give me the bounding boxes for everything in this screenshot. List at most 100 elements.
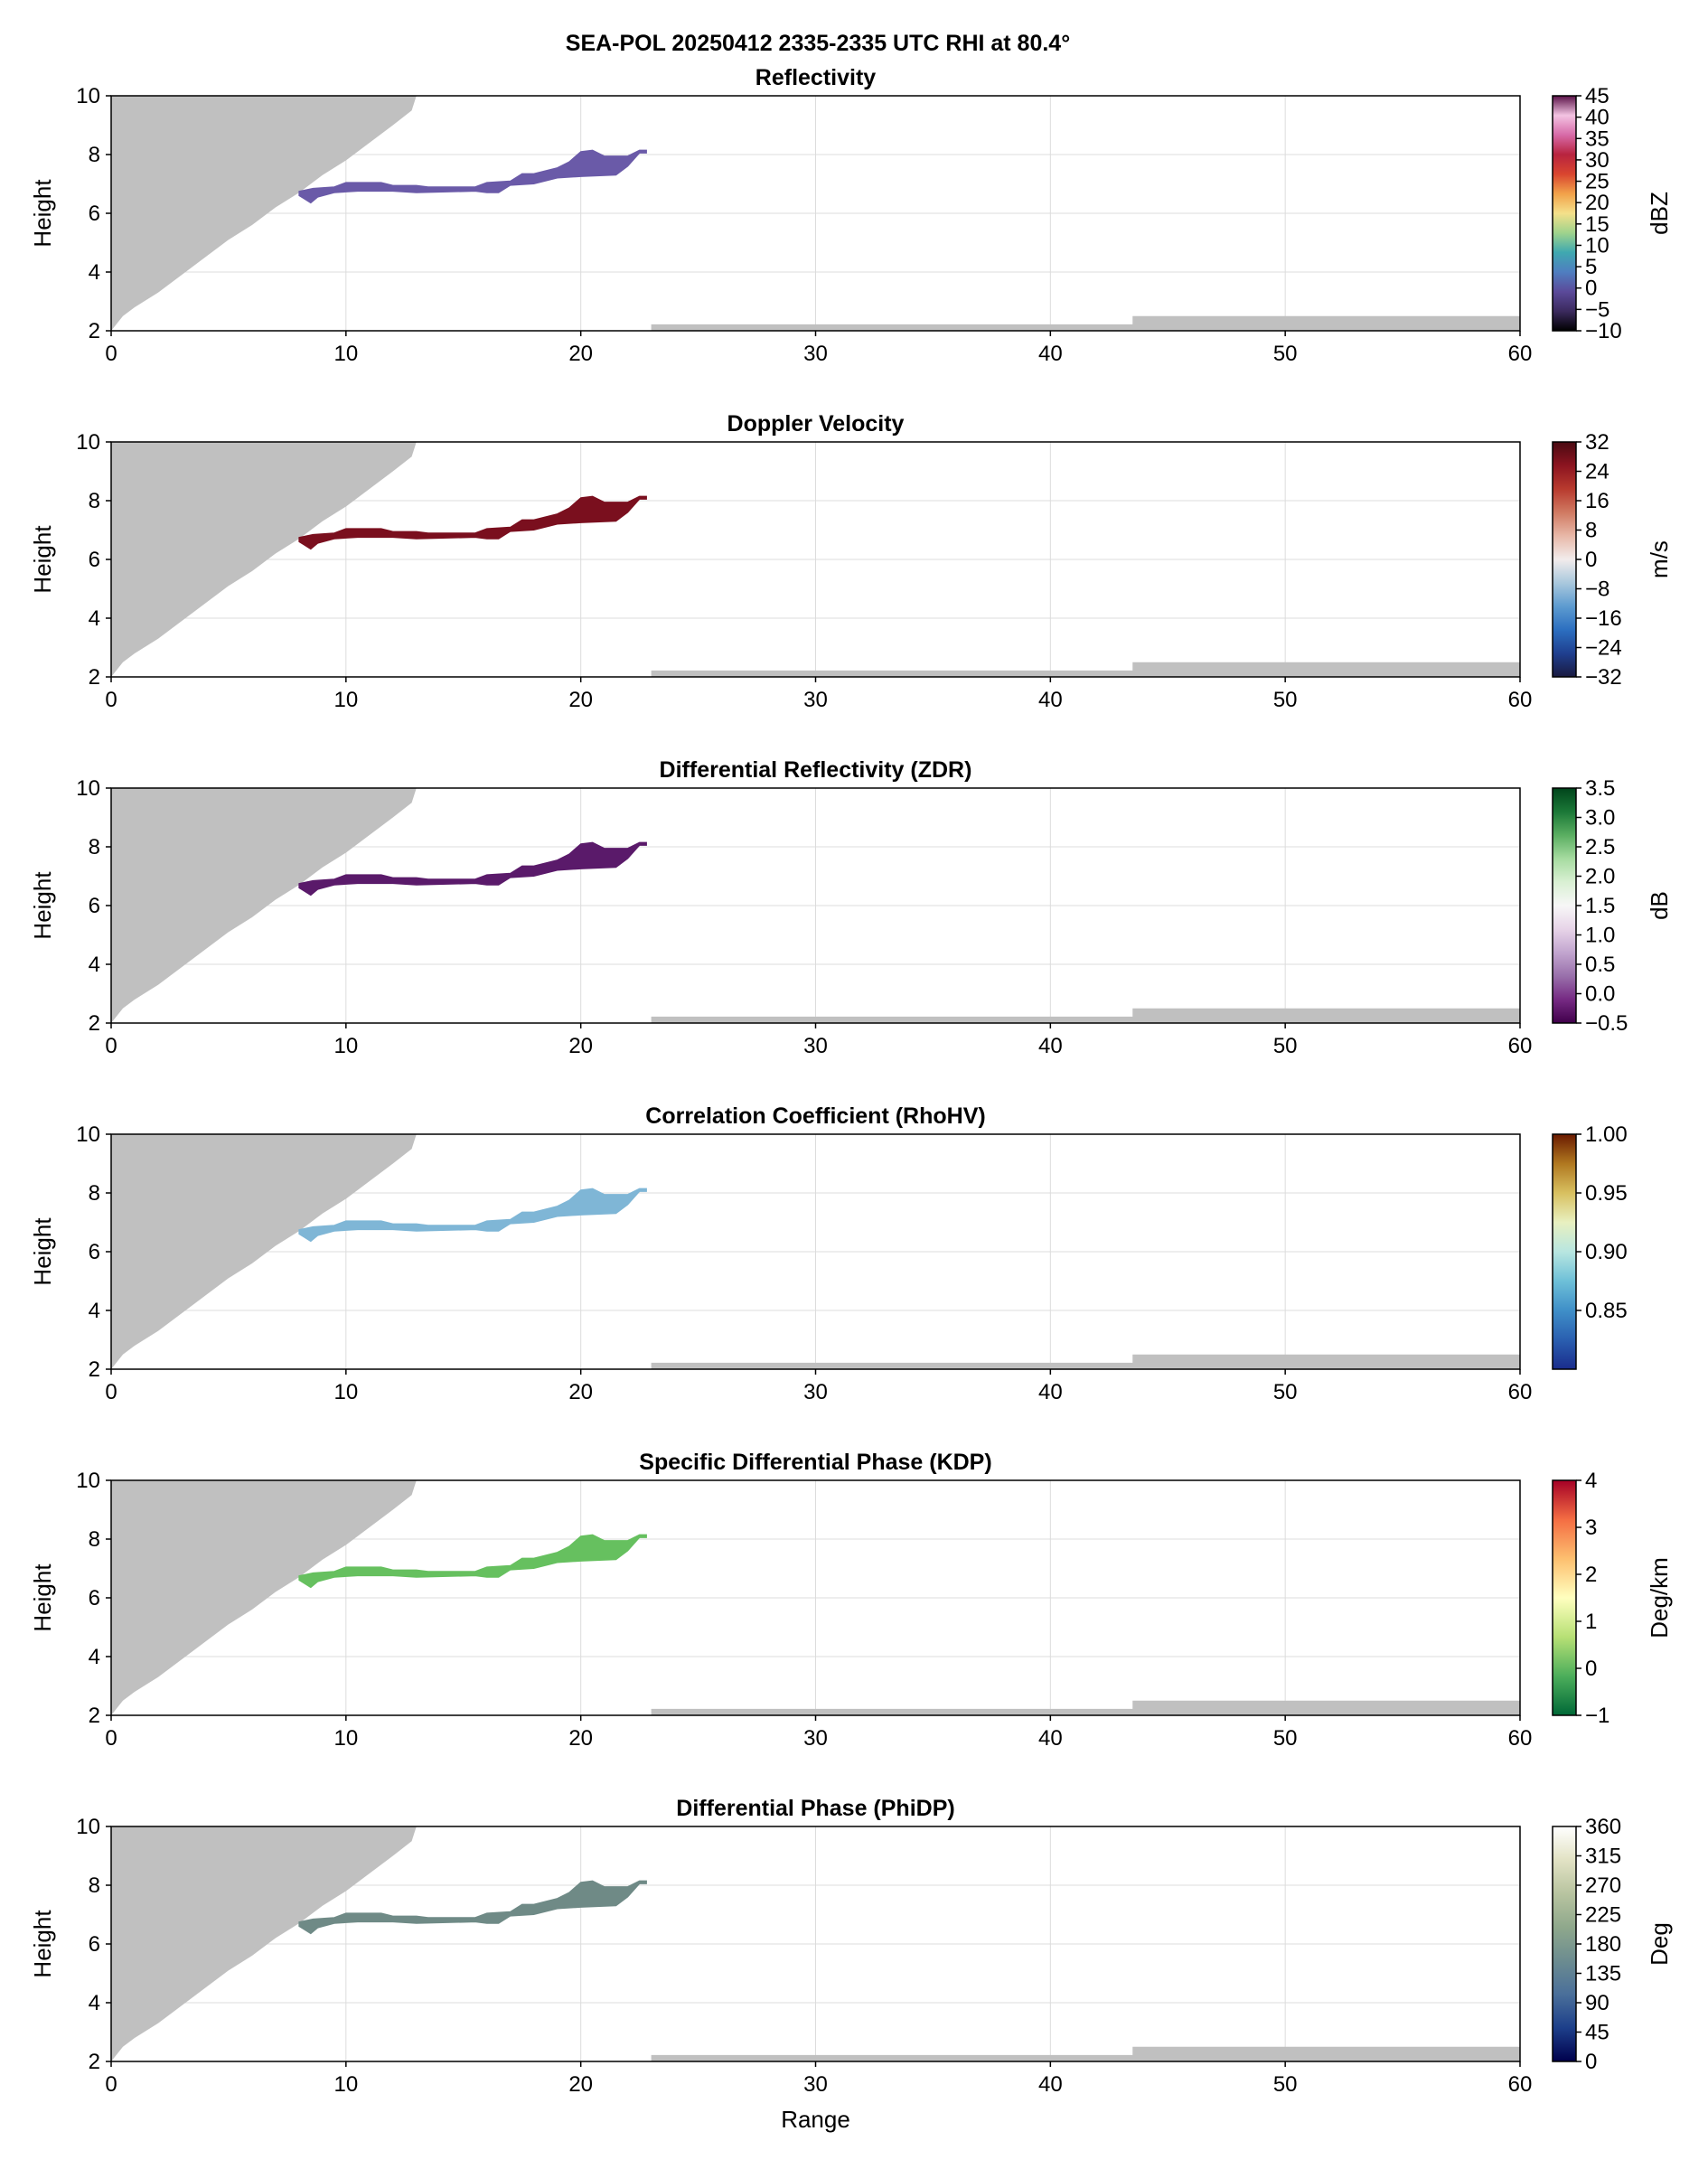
y-tick-label: 8 — [89, 835, 100, 859]
x-tick-label: 60 — [1508, 1380, 1533, 1404]
y-axis-label: Height — [29, 871, 56, 940]
x-tick-label: 40 — [1038, 2072, 1063, 2097]
echo-region — [298, 1880, 647, 1935]
x-tick-label: 10 — [333, 1380, 358, 1404]
colorbar-tick-label: 0.85 — [1585, 1299, 1628, 1323]
y-tick-label: 4 — [89, 606, 100, 631]
colorbar-tick-label: 1 — [1585, 1610, 1597, 1634]
beam-blockage-left — [111, 1826, 417, 2061]
plot-content — [111, 1480, 1520, 1715]
colorbar-tick-label: 0 — [1585, 277, 1597, 301]
figure-suptitle: SEA-POL 20250412 2335-2335 UTC RHI at 80… — [566, 31, 1070, 56]
panel-title: Differential Phase (PhiDP) — [676, 1796, 954, 1821]
plot-content — [111, 788, 1520, 1023]
y-axis-label: Height — [29, 1910, 56, 1978]
colorbar-tick-label: 16 — [1585, 489, 1609, 513]
echo-region — [298, 495, 647, 550]
panel-title: Differential Reflectivity (ZDR) — [660, 757, 972, 783]
y-tick-label: 4 — [89, 260, 100, 285]
x-tick-label: 30 — [803, 1726, 828, 1751]
colorbar: 1.00 0.95 0.90 0.85 — [1552, 1122, 1628, 1370]
y-tick-label: 8 — [89, 1181, 100, 1206]
x-tick-label: 0 — [105, 1726, 117, 1751]
y-tick-label: 10 — [76, 84, 100, 108]
y-tick-label: 8 — [89, 1873, 100, 1898]
colorbar-ramp — [1552, 95, 1577, 332]
colorbar-tick-label: 180 — [1585, 1932, 1621, 1957]
y-tick-label: 4 — [89, 953, 100, 977]
x-tick-label: 40 — [1038, 1726, 1063, 1751]
colorbar-tick-label: 360 — [1585, 1815, 1621, 1839]
colorbar-tick-label: 0.90 — [1585, 1240, 1628, 1264]
plot-content — [111, 96, 1520, 331]
beam-blockage-left — [111, 96, 417, 331]
x-tick-label: 50 — [1273, 1380, 1298, 1404]
x-tick-label: 60 — [1508, 1034, 1533, 1058]
ground-strip-right — [651, 1354, 1520, 1369]
y-tick-label: 2 — [89, 665, 100, 690]
echo-region — [298, 1188, 647, 1243]
x-tick-label: 60 — [1508, 2072, 1533, 2097]
colorbar-tick-label: 0 — [1585, 2050, 1597, 2074]
panel-title: Reflectivity — [755, 65, 876, 90]
colorbar-tick-label: 30 — [1585, 148, 1609, 173]
y-tick-label: 8 — [89, 143, 100, 167]
colorbar-tick-label: 0.95 — [1585, 1181, 1628, 1206]
colorbar-label: dBZ — [1646, 192, 1673, 235]
colorbar-tick-label: −24 — [1585, 636, 1622, 661]
beam-blockage-left — [111, 788, 417, 1023]
beam-blockage-left — [111, 1480, 417, 1715]
colorbar-ramp — [1552, 1826, 1577, 2062]
colorbar-tick-label: 135 — [1585, 1962, 1621, 1986]
x-tick-label: 60 — [1508, 1726, 1533, 1751]
colorbar-label: m/s — [1646, 540, 1673, 578]
colorbar: 3.5 3.0 2.5 2.0 1.5 1.0 0.5 0.0 −0.5 dB — [1552, 776, 1673, 1036]
ground-strip-right — [651, 662, 1520, 677]
ground-strip-right — [651, 1008, 1520, 1023]
colorbar-tick-label: 3 — [1585, 1516, 1597, 1540]
y-tick-label: 10 — [76, 1469, 100, 1493]
colorbar-label: Deg — [1646, 1922, 1673, 1966]
y-tick-label: 4 — [89, 1991, 100, 2015]
colorbar-tick-label: 1.0 — [1585, 924, 1615, 948]
y-tick-label: 2 — [89, 1357, 100, 1382]
x-tick-label: 60 — [1508, 342, 1533, 366]
y-tick-label: 6 — [89, 1240, 100, 1264]
x-tick-label: 10 — [333, 1726, 358, 1751]
colorbar-tick-label: −0.5 — [1585, 1011, 1628, 1036]
colorbar-tick-label: −32 — [1585, 665, 1622, 690]
colorbar-tick-label: 35 — [1585, 127, 1609, 151]
colorbar-tick-label: 5 — [1585, 255, 1597, 279]
x-tick-label: 20 — [568, 1380, 593, 1404]
y-tick-label: 6 — [89, 1586, 100, 1610]
y-tick-label: 6 — [89, 202, 100, 226]
plot-content — [111, 442, 1520, 677]
colorbar-tick-label: 0 — [1585, 548, 1597, 572]
colorbar-label: Deg/km — [1646, 1557, 1673, 1638]
x-tick-label: 50 — [1273, 688, 1298, 712]
y-axis-label: Height — [29, 525, 56, 594]
colorbar-ramp — [1552, 787, 1577, 1024]
x-tick-label: 20 — [568, 2072, 593, 2097]
y-tick-label: 2 — [89, 319, 100, 343]
colorbar-label: dB — [1646, 891, 1673, 920]
x-tick-label: 30 — [803, 688, 828, 712]
y-tick-label: 4 — [89, 1299, 100, 1323]
x-tick-label: 0 — [105, 2072, 117, 2097]
colorbar-tick-label: 32 — [1585, 430, 1609, 455]
x-tick-label: 0 — [105, 688, 117, 712]
colorbar-tick-label: 15 — [1585, 212, 1609, 237]
colorbar-tick-label: 270 — [1585, 1873, 1621, 1898]
colorbar-tick-label: 3.0 — [1585, 806, 1615, 831]
y-tick-label: 2 — [89, 1704, 100, 1728]
colorbar-ramp — [1552, 441, 1577, 678]
colorbar-tick-label: 45 — [1585, 84, 1609, 108]
y-tick-label: 10 — [76, 1815, 100, 1839]
echo-region — [298, 841, 647, 897]
colorbar-tick-label: −5 — [1585, 297, 1609, 322]
x-tick-label: 50 — [1273, 1034, 1298, 1058]
chart-panel-4: Correlation Coefficient (RhoHV)0 10 20 30 40… — [29, 1103, 1628, 1404]
colorbar-tick-label: −1 — [1585, 1704, 1609, 1728]
y-tick-label: 4 — [89, 1645, 100, 1669]
